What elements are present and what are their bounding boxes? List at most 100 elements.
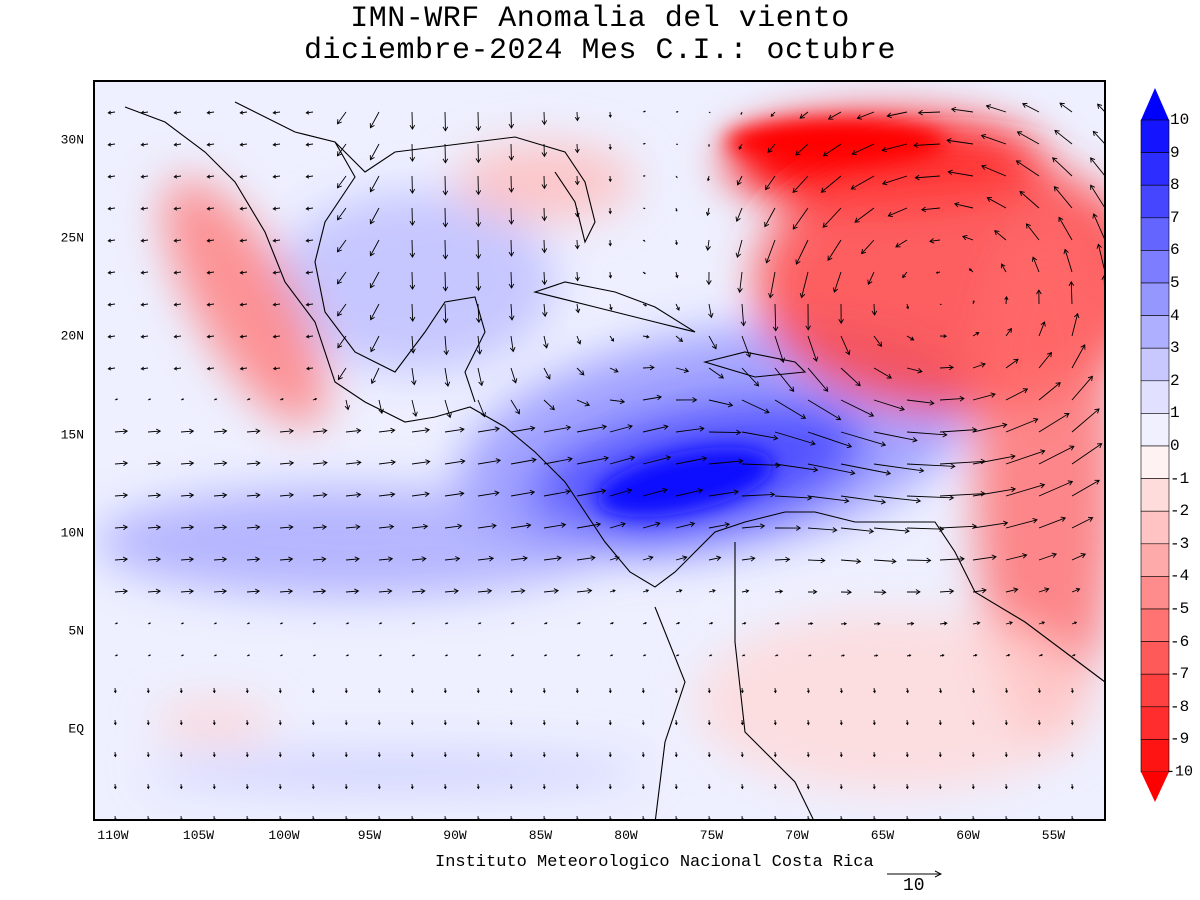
wind-vector bbox=[962, 235, 974, 241]
wind-vector bbox=[980, 134, 1007, 145]
wind-vector bbox=[906, 303, 910, 310]
wind-vector bbox=[305, 174, 314, 179]
colorbar-label: 4 bbox=[1170, 306, 1180, 325]
wind-vector bbox=[576, 367, 585, 376]
colorbar-label: -3 bbox=[1170, 534, 1190, 553]
wind-vector bbox=[1071, 553, 1087, 561]
wind-vector bbox=[543, 588, 559, 594]
wind-vector bbox=[968, 268, 974, 273]
x-tick-label: 75W bbox=[699, 828, 724, 843]
wind-vector bbox=[140, 142, 149, 147]
wind-vector bbox=[806, 751, 810, 758]
wind-vector bbox=[576, 622, 581, 625]
wind-vector bbox=[575, 815, 579, 819]
reference-vector-label: 10 bbox=[903, 876, 925, 896]
x-tick-label: 90W bbox=[443, 828, 467, 843]
wind-vector bbox=[311, 719, 315, 726]
wind-vector bbox=[508, 207, 515, 225]
wind-vector bbox=[173, 110, 182, 115]
wind-vector bbox=[312, 622, 317, 625]
wind-vector bbox=[173, 142, 182, 147]
wind-vector bbox=[272, 206, 281, 211]
wind-vector bbox=[807, 527, 838, 533]
wind-vector bbox=[939, 588, 955, 595]
wind-vector bbox=[707, 687, 711, 694]
wind-vector bbox=[873, 431, 918, 443]
wind-vector bbox=[807, 335, 819, 362]
wind-vector bbox=[146, 783, 150, 790]
wind-vector bbox=[873, 335, 883, 348]
wind-vector bbox=[675, 397, 698, 403]
wind-vector bbox=[305, 206, 314, 211]
wind-vector bbox=[1103, 818, 1104, 819]
wind-vector bbox=[411, 491, 430, 497]
wind-vector bbox=[213, 398, 218, 401]
wind-vector bbox=[1025, 223, 1040, 241]
wind-vector bbox=[741, 555, 756, 562]
wind-vector bbox=[311, 815, 315, 819]
wind-vector bbox=[1070, 783, 1074, 790]
wind-vector bbox=[840, 589, 853, 595]
wind-vector bbox=[1005, 358, 1019, 369]
wind-vector bbox=[114, 398, 119, 401]
wind-vector bbox=[575, 719, 579, 726]
wind-vector bbox=[272, 302, 281, 307]
wind-vector bbox=[609, 424, 633, 433]
wind-vector bbox=[213, 654, 218, 657]
colorbar-label: 3 bbox=[1170, 339, 1180, 358]
wind-vector bbox=[675, 622, 681, 625]
colorbar-label: -4 bbox=[1170, 567, 1190, 586]
wind-vector bbox=[574, 143, 580, 154]
wind-vector bbox=[740, 783, 744, 790]
wind-vector bbox=[706, 271, 712, 286]
wind-vector bbox=[1103, 722, 1104, 724]
wind-vector bbox=[642, 487, 668, 497]
wind-vector bbox=[839, 751, 843, 758]
wind-vector bbox=[510, 522, 532, 529]
wind-vector bbox=[477, 490, 500, 497]
y-tick-label: 15N bbox=[60, 427, 84, 443]
wind-vector bbox=[1103, 786, 1104, 788]
colorbar-under-arrow bbox=[1141, 772, 1169, 802]
wind-vector bbox=[906, 367, 923, 374]
wind-vector bbox=[1005, 587, 1019, 593]
wind-vector bbox=[409, 207, 416, 227]
wind-vector bbox=[212, 815, 216, 819]
wind-vector bbox=[409, 143, 416, 163]
wind-vector bbox=[1071, 516, 1094, 529]
wind-vector bbox=[239, 110, 248, 115]
wind-vector bbox=[107, 174, 116, 179]
wind-vector bbox=[146, 687, 150, 694]
wind-vector bbox=[708, 429, 742, 436]
wind-vector bbox=[906, 687, 909, 694]
colorbar-label: 6 bbox=[1170, 241, 1180, 260]
wind-vector bbox=[740, 719, 744, 726]
wind-vector bbox=[305, 366, 314, 371]
wind-vector bbox=[920, 206, 941, 213]
wind-vector bbox=[378, 588, 393, 595]
wind-vector bbox=[378, 622, 383, 625]
wind-vector bbox=[708, 367, 724, 379]
wind-vector bbox=[609, 589, 616, 593]
wind-vector bbox=[245, 751, 249, 758]
wind-vector bbox=[856, 111, 875, 120]
wind-vector bbox=[443, 751, 447, 758]
wind-vector bbox=[444, 458, 466, 465]
x-tick-label: 105W bbox=[182, 828, 215, 843]
wind-vector bbox=[675, 426, 705, 433]
wind-vector bbox=[344, 687, 348, 694]
wind-vector bbox=[642, 654, 647, 657]
wind-vector bbox=[377, 719, 381, 726]
wind-vector bbox=[345, 588, 360, 595]
wind-vector bbox=[378, 654, 383, 657]
wind-vector bbox=[377, 687, 381, 694]
y-tick-label: EQ bbox=[68, 721, 84, 737]
wind-vector bbox=[641, 719, 645, 726]
wind-vector bbox=[764, 207, 776, 228]
wind-vector bbox=[972, 300, 975, 305]
wind-vector bbox=[246, 398, 251, 401]
wind-vector bbox=[609, 555, 620, 561]
wind-vector bbox=[1005, 327, 1012, 337]
wind-vector bbox=[377, 783, 381, 790]
wind-vector bbox=[741, 491, 776, 498]
